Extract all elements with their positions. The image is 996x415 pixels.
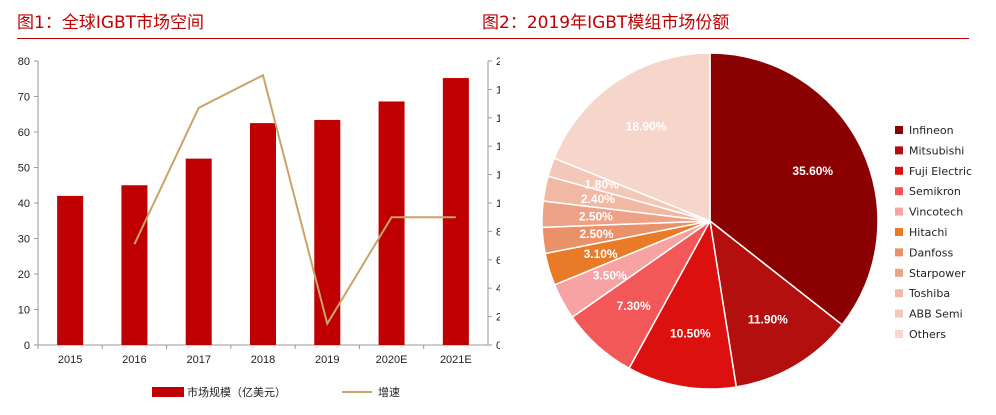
pie-slice-label: 2.50%: [580, 227, 614, 241]
legend-label-market-size: 市场规模（亿美元）: [187, 385, 286, 399]
chart-title-market-share: 图2：2019年IGBT模组市场份额: [482, 13, 730, 33]
bar-2018: [250, 123, 276, 345]
y-axis-right-tick-label: 2.00%: [496, 312, 500, 324]
chart-title-market-space: 图1：全球IGBT市场空间: [17, 13, 205, 33]
legend-swatch-danfoss: [895, 248, 903, 257]
pie-slice-label: 2.40%: [581, 192, 615, 206]
y-axis-right-tick-label: 20.00%: [496, 56, 500, 68]
x-axis-tick-label: 2016: [122, 354, 146, 366]
y-axis-left-tick-label: 20: [18, 269, 30, 281]
pie-slice-fuji-electric: [628, 218, 738, 390]
pie-slice-label: 10.50%: [670, 327, 711, 341]
legend-label: Starpower: [909, 267, 966, 280]
legend-label: Fuji Electric: [909, 165, 972, 178]
legend-swatch-others: [895, 330, 903, 338]
bar-2021E: [442, 78, 469, 345]
legend-label-growth: 增速: [378, 385, 400, 399]
legend-label: Toshiba: [908, 287, 950, 300]
x-axis-tick-label: 2018: [251, 354, 275, 366]
pie-slice-label: 7.30%: [617, 299, 651, 313]
y-axis-right-tick-label: 4.00%: [496, 283, 500, 295]
legend-label: Hitachi: [909, 226, 947, 239]
legend-label: ABB Semi: [909, 308, 963, 321]
pie-slice-label: 2.50%: [579, 209, 613, 223]
pie-slice-label: 11.90%: [748, 313, 788, 327]
y-axis-left-tick-label: 70: [18, 92, 30, 104]
y-axis-left-tick-label: 80: [18, 56, 30, 68]
y-axis-left-tick-label: 30: [18, 234, 30, 246]
x-axis-tick-label: 2020E: [376, 354, 408, 366]
market-size-chart: 0 10 20 30 40 50 60 70 80 0.00% 2.00% 4.00% 6.00% 8.0…: [18, 56, 500, 399]
legend-label: Semikron: [909, 185, 961, 198]
pie-slice-mitsubishi: [708, 219, 844, 388]
x-axis-tick-label: 2021E: [440, 354, 472, 366]
y-axis-right-tick-label: 10.00%: [496, 198, 500, 210]
legend-swatch-vincotech: [895, 207, 903, 216]
y-axis-right-tick-label: 12.00%: [496, 170, 500, 182]
pie-slice-infineon: [709, 52, 879, 326]
y-axis-left-tick-label: 10: [18, 305, 30, 317]
legend-swatch-toshiba: [895, 289, 903, 298]
legend-swatch-starpower: [895, 268, 903, 277]
legend-label: Mitsubishi: [909, 144, 964, 157]
legend-swatch-abb-semi: [895, 309, 903, 318]
y-axis-right-tick-label: 6.00%: [496, 255, 500, 267]
y-axis-right-tick-label: 8.00%: [496, 226, 500, 238]
title-divider: [17, 38, 969, 39]
y-axis-right-tick-label: 18.00%: [496, 84, 500, 96]
y-axis-left-tick-label: 40: [18, 198, 30, 210]
pie-slice-label: 35.60%: [792, 164, 833, 178]
bar-2016: [121, 185, 148, 345]
x-axis-tick-label: 2019: [315, 354, 339, 366]
legend-label: Danfoss: [909, 246, 954, 259]
bar-2020E: [378, 101, 405, 345]
legend-label: Infineon: [909, 124, 954, 137]
y-axis-right-tick-label: 0.00%: [496, 340, 500, 352]
legend-swatch-market-size: [152, 387, 184, 397]
pie-slice-label: 18.90%: [626, 119, 667, 133]
legend-swatch-infineon: [895, 126, 903, 134]
y-axis-left-tick-label: 60: [18, 127, 30, 139]
bar-2017: [185, 158, 212, 345]
legend-swatch-mitsubishi: [895, 146, 903, 155]
x-axis-tick-label: 2015: [58, 354, 82, 366]
pie-slice-label: 3.50%: [593, 269, 627, 283]
bar-2015: [57, 195, 84, 345]
y-axis-right-tick-label: 16.00%: [496, 113, 500, 125]
series-line-growth: [133, 73, 456, 327]
legend-swatch-semikron: [895, 187, 903, 196]
x-axis-tick-label: 2017: [186, 354, 210, 366]
legend-label: Vincotech: [909, 206, 963, 219]
pie-slice-label: 3.10%: [584, 247, 618, 261]
legend-label: Others: [909, 328, 946, 341]
y-axis-left-tick-label: 50: [18, 163, 30, 175]
legend-swatch-fuji-electric: [895, 166, 903, 175]
y-axis-left-tick-label: 0: [24, 340, 30, 352]
y-axis-right-tick-label: 14.00%: [496, 141, 500, 153]
pie-slice-others: [553, 52, 711, 223]
legend-swatch-hitachi: [895, 228, 903, 236]
